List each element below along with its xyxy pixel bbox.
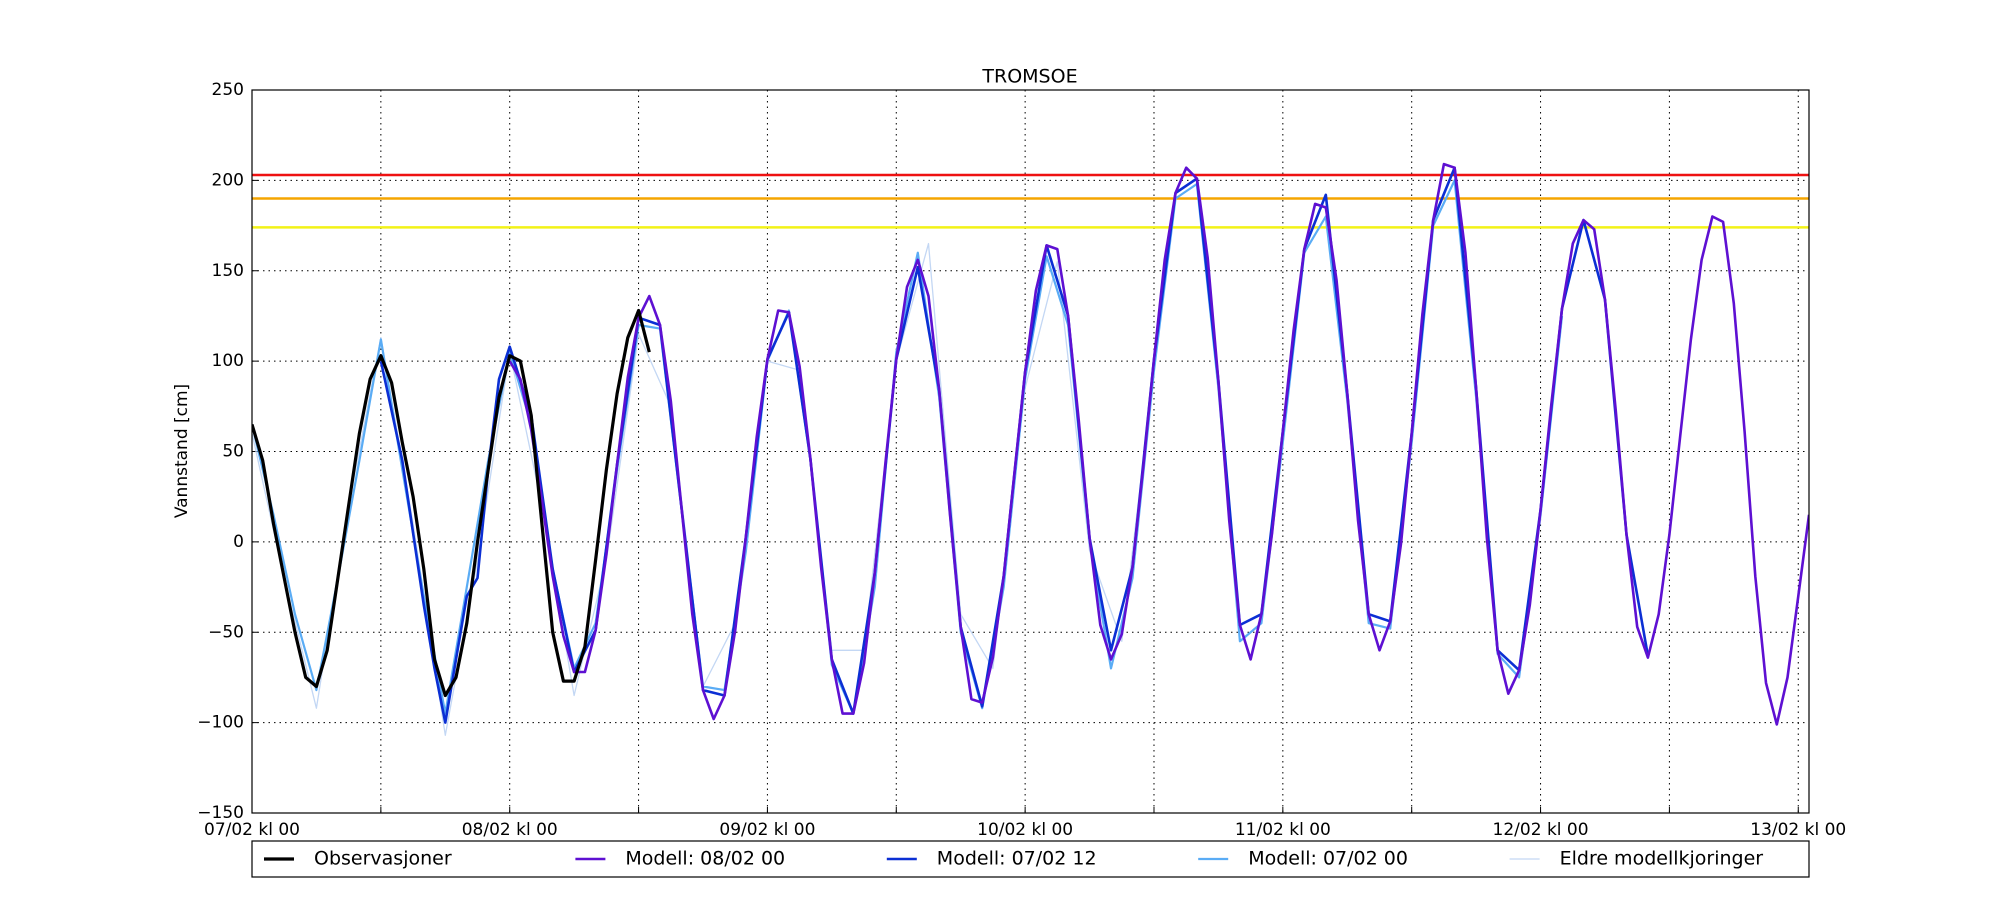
legend-label: Modell: 07/02 00 xyxy=(1248,848,1408,870)
y-tick-label: 0 xyxy=(233,532,244,552)
legend-label: Modell: 07/02 12 xyxy=(937,848,1097,870)
y-tick-label: 150 xyxy=(212,261,244,281)
x-tick-label: 13/02 kl 00 xyxy=(1750,820,1846,840)
y-axis-label: Vannstand [cm] xyxy=(172,384,192,518)
series-line xyxy=(252,308,651,698)
y-tick-label: 100 xyxy=(212,351,244,371)
legend-box xyxy=(251,840,1810,878)
y-tick-label: 250 xyxy=(212,80,244,100)
series-line xyxy=(508,162,1809,726)
y-tick-label: 50 xyxy=(222,442,244,462)
legend-label: Observasjoner xyxy=(314,848,452,870)
x-tick-label: 11/02 kl 00 xyxy=(1235,820,1331,840)
legend-label: Modell: 08/02 00 xyxy=(625,848,785,870)
x-tick-label: 08/02 kl 00 xyxy=(462,820,558,840)
y-tick-label: 200 xyxy=(212,170,244,190)
chart-title: TROMSOE xyxy=(981,66,1077,88)
y-tick-label: −100 xyxy=(197,713,244,733)
x-tick-label: 09/02 kl 00 xyxy=(719,820,815,840)
x-tick-label: 10/02 kl 00 xyxy=(977,820,1073,840)
y-tick-label: −50 xyxy=(208,622,244,642)
y-tick-label: −150 xyxy=(197,803,244,823)
plot-frame xyxy=(251,89,1810,814)
x-tick-label: 12/02 kl 00 xyxy=(1493,820,1589,840)
legend-label: Eldre modellkjoringer xyxy=(1560,848,1764,870)
x-tick-label: 07/02 kl 00 xyxy=(204,820,300,840)
